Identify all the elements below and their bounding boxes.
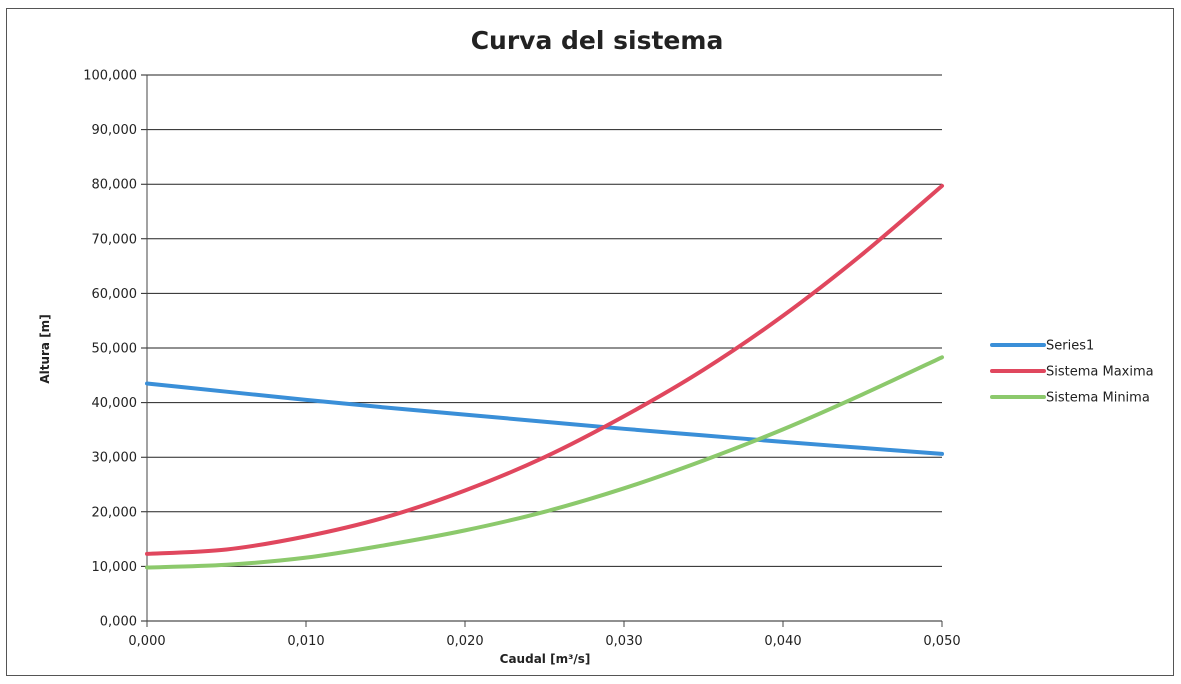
x-tick-label: 0,040 — [764, 634, 801, 649]
y-tick-label: 70,000 — [92, 232, 138, 247]
chart: Curva del sistema 0,000 10,000 20,000 30,00… — [38, 26, 1154, 666]
chart-frame: Curva del sistema 0,000 10,000 20,000 30,00… — [6, 8, 1174, 676]
y-axis-label: Altura [m] — [38, 314, 52, 383]
y-tick-label: 80,000 — [92, 178, 138, 193]
x-tick-label: 0,050 — [923, 634, 960, 649]
chart-title: Curva del sistema — [471, 26, 724, 55]
y-tick-label: 10,000 — [92, 560, 138, 575]
legend-label-series1: Series1 — [1046, 339, 1094, 354]
y-tick-label: 50,000 — [92, 342, 138, 357]
y-tick-label: 60,000 — [92, 287, 138, 302]
y-tick-label: 30,000 — [92, 451, 138, 466]
x-tick-label: 0,010 — [287, 634, 324, 649]
y-tick-label: 20,000 — [92, 505, 138, 520]
x-tick-label: 0,030 — [605, 634, 642, 649]
x-tick-label: 0,000 — [128, 634, 165, 649]
legend-label-sistema-minima: Sistema Minima — [1046, 391, 1150, 406]
legend: Series1 Sistema Maxima Sistema Minima — [990, 339, 1154, 406]
y-tick-label: 90,000 — [92, 123, 138, 138]
y-tick-label: 40,000 — [92, 396, 138, 411]
series-line-sistema-minima — [145, 355, 944, 570]
series-line-series1 — [145, 381, 944, 456]
y-tick-label: 100,000 — [83, 69, 137, 84]
x-tick-labels: 0,000 0,010 0,020 0,030 0,040 0,050 — [128, 634, 960, 649]
x-tick-label: 0,020 — [446, 634, 483, 649]
y-tick-label: 0,000 — [100, 615, 137, 630]
series-lines — [145, 183, 944, 570]
y-tick-labels: 0,000 10,000 20,000 30,000 40,000 50,000 60,00… — [83, 69, 137, 630]
x-axis-label: Caudal [m³/s] — [500, 652, 591, 666]
series-line-sistema-maxima — [145, 183, 944, 556]
grid-lines — [141, 74, 943, 627]
legend-label-sistema-maxima: Sistema Maxima — [1046, 365, 1154, 380]
